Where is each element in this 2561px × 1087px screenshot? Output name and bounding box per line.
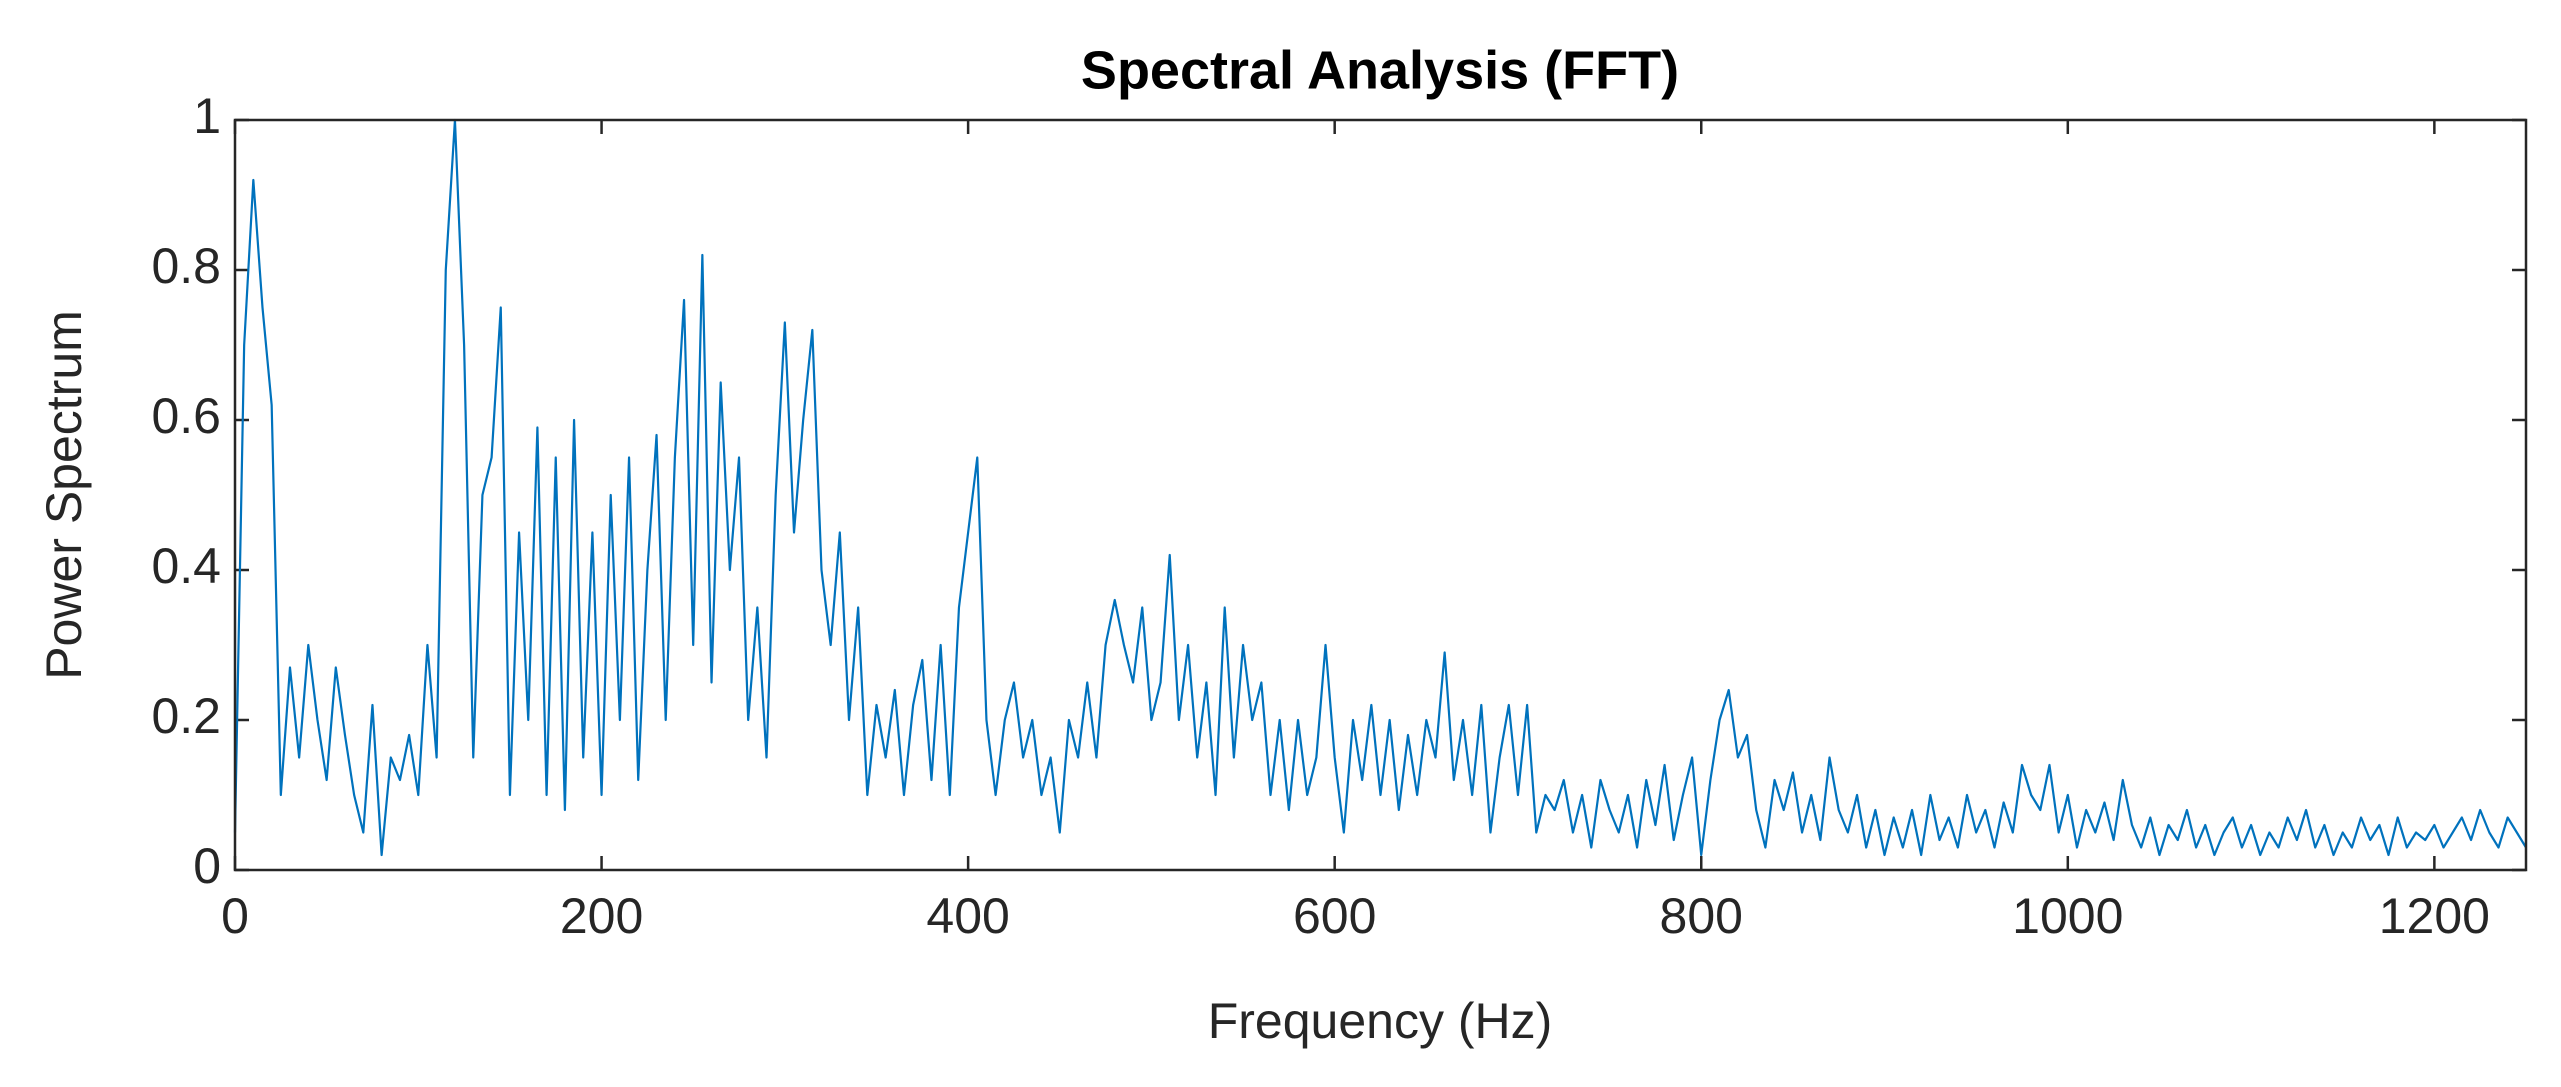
x-tick-label: 400 xyxy=(926,888,1009,944)
y-tick-label: 0 xyxy=(193,838,221,894)
x-tick-label: 800 xyxy=(1660,888,1743,944)
x-axis-label: Frequency (Hz) xyxy=(1208,993,1553,1049)
y-tick-label: 0.2 xyxy=(151,688,221,744)
chart-title: Spectral Analysis (FFT) xyxy=(1081,40,1679,100)
x-tick-label: 0 xyxy=(221,888,249,944)
y-tick-label: 0.4 xyxy=(151,538,221,594)
x-tick-label: 600 xyxy=(1293,888,1376,944)
x-tick-label: 1200 xyxy=(2379,888,2490,944)
x-tick-label: 1000 xyxy=(2012,888,2123,944)
plot-frame xyxy=(233,118,2528,872)
y-tick-label: 0.8 xyxy=(151,238,221,294)
x-tick-label: 200 xyxy=(560,888,643,944)
y-axis-label: Power Spectrum xyxy=(36,310,92,680)
y-tick-label: 0.6 xyxy=(151,388,221,444)
y-tick-label: 1 xyxy=(193,88,221,144)
data-line xyxy=(233,118,2527,857)
